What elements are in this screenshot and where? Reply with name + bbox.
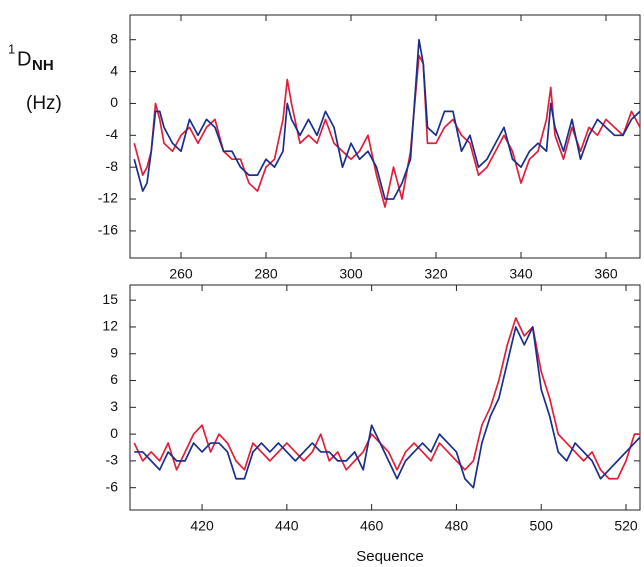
x-tick-label: 500 — [530, 518, 554, 534]
y-tick-label: -6 — [106, 478, 119, 494]
x-tick-label: 360 — [594, 266, 618, 282]
ylabel-main: D — [17, 48, 31, 70]
series-line — [133, 317, 640, 480]
x-tick-label: 340 — [509, 266, 533, 282]
y-tick-label: 4 — [110, 62, 118, 78]
plot-frame — [129, 284, 641, 511]
x-axis-label: Sequence — [356, 548, 424, 565]
x-tick-label: 520 — [614, 518, 638, 534]
y-tick-label: 0 — [110, 425, 118, 441]
y-tick-label: 15 — [102, 291, 118, 307]
y-tick-label: 6 — [110, 371, 118, 387]
y-tick-label: -16 — [98, 222, 118, 238]
ylabel-superscript: 1 — [8, 41, 15, 56]
series-line — [133, 38, 640, 200]
x-tick-label: 320 — [424, 266, 448, 282]
plot-area — [133, 317, 640, 489]
x-tick-label: 280 — [254, 266, 278, 282]
x-tick-label: 300 — [339, 266, 363, 282]
x-tick-label: 480 — [445, 518, 469, 534]
y-tick-label: 3 — [110, 398, 118, 414]
series-line — [134, 326, 640, 489]
y-tick-label: 9 — [110, 344, 118, 360]
plot-area — [133, 38, 640, 208]
y-tick-label: 0 — [110, 94, 118, 110]
ylabel-unit: (Hz) — [26, 93, 62, 114]
series-line — [133, 54, 640, 208]
y-tick-label: -12 — [98, 190, 118, 206]
y-tick-label: 12 — [102, 318, 118, 334]
y-tick-label: 8 — [110, 30, 118, 46]
x-tick-label: 420 — [190, 518, 214, 534]
y-tick-label: -4 — [106, 126, 119, 142]
x-tick-label: 260 — [169, 266, 193, 282]
y-tick-label: -3 — [106, 452, 119, 468]
ylabel-subscript: NH — [32, 57, 54, 74]
plot-frame — [129, 14, 641, 259]
y-tick-label: -8 — [106, 158, 119, 174]
x-tick-label: 440 — [275, 518, 299, 534]
x-tick-label: 460 — [360, 518, 384, 534]
